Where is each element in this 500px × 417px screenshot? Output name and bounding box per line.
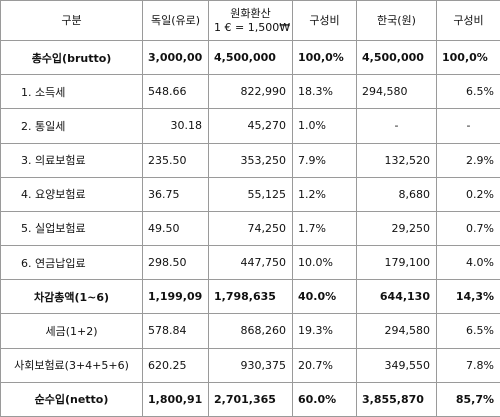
row-income-tax: 1. 소득세 548.66 822,990 18.3% 294,580 6.5% — [0, 74, 500, 110]
cell-germany-eur: 30.18 — [142, 108, 209, 144]
cell-krw-conversion: 4,500,000 — [208, 39, 293, 76]
header-row: 구분 독일(유로) 원화환산 1 € = 1,500₩ 구성비 한국(원) 구성… — [0, 0, 500, 41]
cell-share-korea: - — [436, 108, 500, 144]
row-label: 총수입(brutto) — [0, 39, 143, 76]
cell-share-korea: 4.0% — [436, 245, 500, 281]
row-label: 순수입(netto) — [0, 381, 143, 417]
cell-germany-eur: 36.75 — [142, 176, 209, 212]
cell-krw-conversion: 868,260 — [208, 313, 293, 349]
cell-share-germany: 40.0% — [292, 279, 357, 315]
header-conversion-line2: 1 € = 1,500₩ — [214, 20, 291, 34]
cell-korea-krw: 349,550 — [356, 347, 437, 383]
cell-germany-eur: 235.50 — [142, 142, 209, 178]
cell-korea-krw: 644,130 — [356, 279, 437, 315]
cell-krw-conversion: 2,701,365 — [208, 381, 293, 417]
cell-korea-krw: 4,500,000 — [356, 39, 437, 76]
cell-share-korea: 2.9% — [436, 142, 500, 178]
row-taxes-subtotal: 세금(1+2) 578.84 868,260 19.3% 294,580 6.5… — [0, 313, 500, 349]
cell-share-germany: 1.2% — [292, 176, 357, 212]
row-label: 사회보험료(3+4+5+6) — [0, 347, 143, 383]
cell-korea-krw: 179,100 — [356, 245, 437, 281]
row-label: 세금(1+2) — [0, 313, 143, 349]
cell-share-korea: 0.7% — [436, 210, 500, 247]
row-label: 차감총액(1~6) — [0, 279, 143, 315]
cell-krw-conversion: 45,270 — [208, 108, 293, 144]
row-label: 3. 의료보험료 — [0, 142, 143, 178]
cell-korea-krw: 3,855,870 — [356, 381, 437, 417]
cell-germany-eur: 578.84 — [142, 313, 209, 349]
row-health-insurance: 3. 의료보험료 235.50 353,250 7.9% 132,520 2.9… — [0, 142, 500, 178]
cell-share-germany: 10.0% — [292, 245, 357, 281]
cell-share-korea: 14,3% — [436, 279, 500, 315]
cell-korea-krw: 294,580 — [356, 74, 437, 110]
cell-korea-krw: 294,580 — [356, 313, 437, 349]
header-item: 구분 — [0, 0, 143, 41]
cell-germany-eur: 620.25 — [142, 347, 209, 383]
header-share-germany: 구성비 — [292, 0, 357, 41]
row-gross-income: 총수입(brutto) 3,000,00 4,500,000 100,0% 4,… — [0, 39, 500, 76]
row-social-insurance-subtotal: 사회보험료(3+4+5+6) 620.25 930,375 20.7% 349,… — [0, 347, 500, 383]
row-solidarity-tax: 2. 통일세 30.18 45,270 1.0% - - — [0, 108, 500, 144]
cell-krw-conversion: 930,375 — [208, 347, 293, 383]
cell-share-korea: 6.5% — [436, 313, 500, 349]
row-label: 5. 실업보험료 — [0, 210, 143, 247]
cell-share-korea: 0.2% — [436, 176, 500, 212]
row-care-insurance: 4. 요양보험료 36.75 55,125 1.2% 8,680 0.2% — [0, 176, 500, 212]
row-pension-contribution: 6. 연금납입료 298.50 447,750 10.0% 179,100 4.… — [0, 245, 500, 281]
cell-korea-krw: 29,250 — [356, 210, 437, 247]
header-conversion: 원화환산 1 € = 1,500₩ — [208, 0, 293, 41]
cell-germany-eur: 49.50 — [142, 210, 209, 247]
cell-germany-eur: 298.50 — [142, 245, 209, 281]
cell-share-germany: 60.0% — [292, 381, 357, 417]
cell-share-germany: 100,0% — [292, 39, 357, 76]
cell-share-korea: 7.8% — [436, 347, 500, 383]
header-conversion-line1: 원화환산 — [230, 6, 271, 20]
cell-korea-krw: 8,680 — [356, 176, 437, 212]
cell-krw-conversion: 74,250 — [208, 210, 293, 247]
cell-germany-eur: 548.66 — [142, 74, 209, 110]
cell-korea-krw: 132,520 — [356, 142, 437, 178]
cell-krw-conversion: 1,798,635 — [208, 279, 293, 315]
cell-share-germany: 20.7% — [292, 347, 357, 383]
cell-germany-eur: 1,800,91 — [142, 381, 209, 417]
cell-krw-conversion: 447,750 — [208, 245, 293, 281]
row-unemployment-insurance: 5. 실업보험료 49.50 74,250 1.7% 29,250 0.7% — [0, 210, 500, 247]
header-korea: 한국(원) — [356, 0, 437, 41]
row-label: 1. 소득세 — [0, 74, 143, 110]
cell-krw-conversion: 822,990 — [208, 74, 293, 110]
row-net-income: 순수입(netto) 1,800,91 2,701,365 60.0% 3,85… — [0, 381, 500, 417]
header-share-korea: 구성비 — [436, 0, 500, 41]
cell-share-korea: 85,7% — [436, 381, 500, 417]
cell-germany-eur: 3,000,00 — [142, 39, 209, 76]
cell-share-germany: 19.3% — [292, 313, 357, 349]
cell-share-korea: 6.5% — [436, 74, 500, 110]
cell-share-germany: 7.9% — [292, 142, 357, 178]
header-germany: 독일(유로) — [142, 0, 209, 41]
cell-krw-conversion: 55,125 — [208, 176, 293, 212]
cell-share-germany: 1.0% — [292, 108, 357, 144]
cell-korea-krw: - — [356, 108, 437, 144]
cell-germany-eur: 1,199,09 — [142, 279, 209, 315]
cell-krw-conversion: 353,250 — [208, 142, 293, 178]
cell-share-germany: 18.3% — [292, 74, 357, 110]
row-label: 4. 요양보험료 — [0, 176, 143, 212]
row-label: 2. 통일세 — [0, 108, 143, 144]
cell-share-germany: 1.7% — [292, 210, 357, 247]
row-label: 6. 연금납입료 — [0, 245, 143, 281]
row-total-deductions: 차감총액(1~6) 1,199,09 1,798,635 40.0% 644,1… — [0, 279, 500, 315]
cell-share-korea: 100,0% — [436, 39, 500, 76]
